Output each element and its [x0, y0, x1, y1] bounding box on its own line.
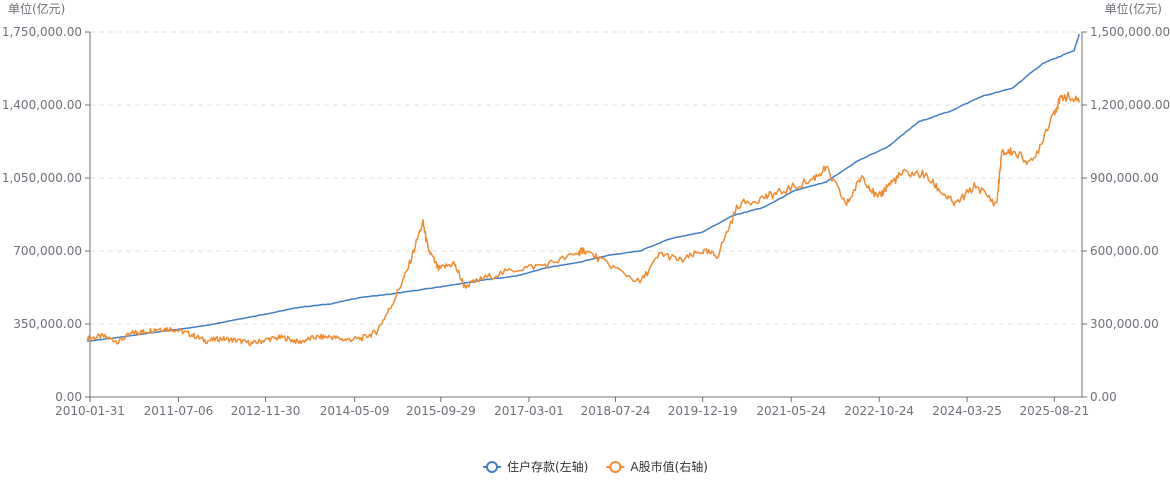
series-line-deposits: [87, 33, 1080, 343]
x-tick-label: 2015-09-29: [406, 404, 476, 418]
x-tick-label: 2025-08-21: [1019, 404, 1089, 418]
left-tick-label: 0.00: [55, 390, 82, 404]
right-tick-label: 0.00: [1090, 390, 1117, 404]
legend-swatch-marker: [486, 461, 498, 473]
right-tick-label: 900,000.00: [1090, 171, 1159, 185]
left-tick-label: 700,000.00: [13, 244, 82, 258]
left-tick-label: 1,750,000.00: [2, 25, 82, 39]
right-tick-label: 1,500,000.00: [1090, 25, 1170, 39]
left-axis-unit: 单位(亿元): [8, 1, 65, 16]
series-lines: [86, 33, 1081, 347]
left-tick-label: 350,000.00: [13, 317, 82, 331]
x-tick-label: 2018-07-24: [581, 404, 651, 418]
x-tick-label: 2011-07-06: [144, 404, 214, 418]
legend: 住户存款(左轴) A股市值(右轴): [483, 459, 708, 474]
x-tick-label: 2021-05-24: [756, 404, 826, 418]
x-tick-label: 2010-01-31: [55, 404, 125, 418]
x-tick-label: 2024-03-25: [932, 404, 1002, 418]
right-tick-label: 300,000.00: [1090, 317, 1159, 331]
legend-label-deposits: 住户存款(左轴): [507, 459, 588, 474]
legend-label-market-value: A股市值(右轴): [630, 459, 708, 474]
legend-swatch-marker: [609, 461, 622, 473]
series-line-market-value: [86, 91, 1081, 347]
axes: 0.00 350,000.00 700,000.00 1,050,000.00 1,40…: [2, 25, 1170, 418]
x-tick-label: 2014-05-09: [320, 404, 390, 418]
right-axis-unit: 单位(亿元): [1105, 1, 1162, 16]
x-tick-label: 2022-10-24: [844, 404, 914, 418]
right-tick-label: 1,200,000.00: [1090, 98, 1170, 112]
x-tick-label: 2017-03-01: [494, 404, 564, 418]
x-tick-label: 2012-11-30: [231, 404, 301, 418]
x-tick-label: 2019-12-19: [668, 404, 738, 418]
left-tick-label: 1,050,000.00: [2, 171, 82, 185]
gridlines: [90, 31, 1082, 325]
right-tick-label: 600,000.00: [1090, 244, 1159, 258]
left-tick-label: 1,400,000.00: [2, 98, 82, 112]
